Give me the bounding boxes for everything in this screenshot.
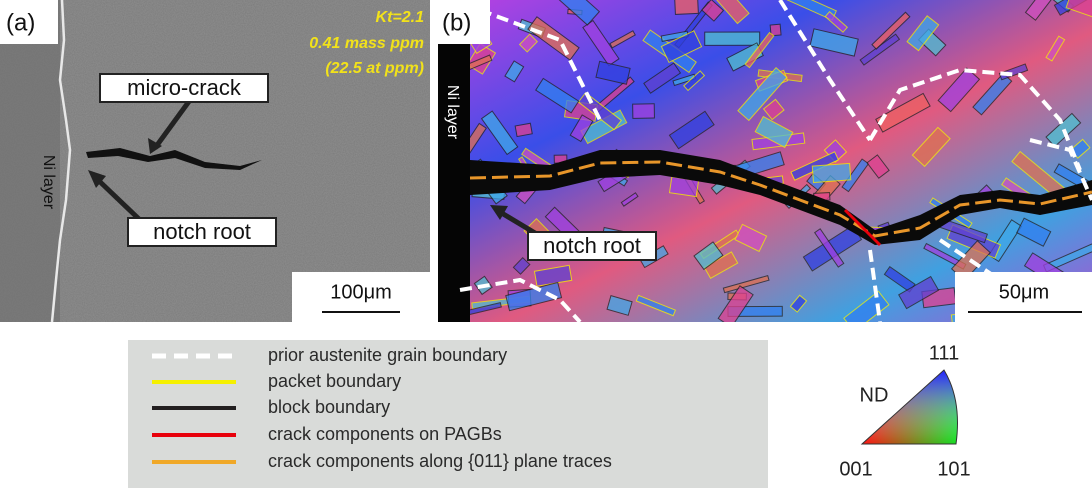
figure: (a) Kt=2.1 0.41 mass ppm (22.5 at ppm) m…	[0, 0, 1092, 488]
grain	[675, 0, 699, 14]
callout: notch root	[153, 219, 251, 244]
annotation: 0.41 mass ppm	[309, 35, 424, 52]
grain	[515, 123, 532, 136]
ipf-axis: ND	[860, 384, 889, 406]
panel-a: (a) Kt=2.1 0.41 mass ppm (22.5 at ppm) m…	[0, 0, 430, 322]
legend-label: crack components along {011} plane trace…	[268, 451, 612, 471]
legend: prior austenite grain boundary packet bo…	[128, 340, 768, 488]
callout: notch root	[543, 233, 641, 258]
panel-label: (b)	[442, 9, 471, 36]
ipf-corner: 101	[937, 458, 970, 480]
grain	[633, 104, 655, 119]
legend-label: packet boundary	[268, 371, 401, 391]
grain	[812, 163, 851, 182]
ipf-corner: 001	[839, 458, 872, 480]
panel-b: (b) Ni layer notch root 50μm	[438, 0, 1092, 332]
legend-label: prior austenite grain boundary	[268, 345, 507, 365]
annotation: Kt=2.1	[376, 9, 425, 26]
legend-label: crack components on PAGBs	[268, 424, 502, 444]
ipf-triangle-overlay	[862, 370, 958, 444]
side-label: Ni layer	[444, 85, 461, 140]
grain	[705, 32, 760, 45]
ipf-corner: 111	[929, 342, 959, 364]
ni-layer	[438, 0, 470, 322]
annotation: (22.5 at ppm)	[325, 60, 424, 77]
side-label: Ni layer	[40, 155, 57, 210]
scale-bar-label: 100μm	[330, 281, 392, 303]
scale-bar-label: 50μm	[999, 281, 1049, 303]
callout: micro-crack	[127, 75, 242, 100]
ipf-key: 111 ND 001 101	[839, 342, 970, 480]
panel-label: (a)	[6, 9, 35, 36]
legend-label: block boundary	[268, 397, 390, 417]
